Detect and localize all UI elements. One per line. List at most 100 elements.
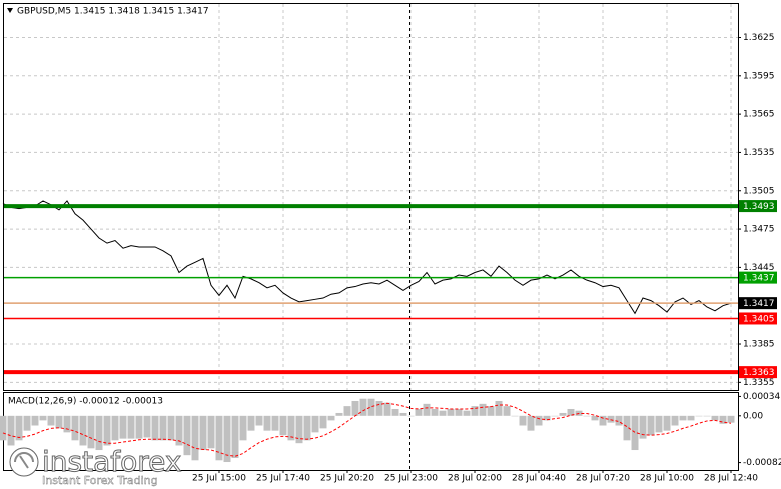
level-label: 1.3417 [743, 299, 775, 309]
y-tick-label: 1.3385 [743, 340, 775, 350]
macd-bar [447, 408, 455, 416]
macd-bar [31, 415, 39, 426]
macd-bar [719, 415, 727, 424]
macd-bar [527, 415, 535, 431]
macd-bar [327, 415, 335, 421]
macd-bar [223, 415, 231, 463]
macd-bar [207, 415, 215, 449]
x-tick-label: 28 Jul 04:40 [512, 474, 566, 484]
x-tick-label: 25 Jul 15:00 [192, 474, 246, 484]
macd-bar [255, 415, 263, 426]
macd-bar [55, 415, 63, 429]
level-label: 1.3437 [743, 274, 775, 284]
macd-bar [463, 410, 471, 416]
watermark: instaforex Instant Forex Trading [9, 445, 182, 487]
level-label: 1.3493 [743, 202, 775, 212]
macd-bar [679, 415, 687, 421]
macd-bar [183, 415, 191, 456]
macd-bar [247, 415, 255, 431]
macd-bar [39, 415, 47, 421]
macd-bar [407, 415, 415, 417]
y-tick-label: 1.3475 [743, 225, 775, 235]
macd-bar [431, 408, 439, 416]
macd-bar [591, 415, 599, 421]
level-label-bg [739, 366, 777, 379]
macd-bar [143, 415, 151, 438]
macd-bar [383, 402, 391, 416]
macd-bar [695, 415, 703, 417]
symbol-arrow [7, 8, 13, 13]
y-tick-label: 1.3445 [743, 263, 775, 273]
level-label: 1.3405 [743, 314, 775, 324]
macd-bar [335, 412, 343, 416]
macd-bar [423, 403, 431, 416]
y-tick-label: 1.3505 [743, 186, 775, 196]
macd-bar [631, 415, 639, 451]
macd-bar [135, 415, 143, 439]
macd-bar [567, 408, 575, 416]
macd-bar [559, 412, 567, 416]
macd-bar [399, 412, 407, 416]
macd-bar [359, 398, 367, 416]
macd-bar [511, 415, 519, 417]
macd-bar [159, 415, 167, 441]
macd-bar [175, 415, 183, 446]
macd-bar [655, 415, 663, 433]
macd-bar [687, 415, 695, 421]
macd-bar [415, 408, 423, 416]
y-tick-label: 1.3625 [743, 33, 775, 43]
x-tick-label: 25 Jul 23:00 [384, 474, 438, 484]
macd-bar [455, 408, 463, 416]
macd-bar [167, 415, 175, 441]
x-tick-label: 28 Jul 02:00 [448, 474, 502, 484]
signal-line [2, 402, 732, 457]
macd-bar [615, 415, 623, 426]
macd-bar [319, 415, 327, 429]
level-label-bg [739, 200, 777, 213]
macd-bar [343, 406, 351, 416]
macd-bar [303, 415, 311, 441]
macd-bar [295, 415, 303, 444]
macd-bar [647, 415, 655, 436]
macd-bar [543, 415, 551, 421]
macd-bar [535, 415, 543, 426]
chart-title: GBPUSD,M5 1.3415 1.3418 1.3415 1.3417 [17, 7, 209, 17]
macd-bar [711, 415, 719, 421]
macd-bar [479, 403, 487, 416]
y-tick-label: 1.3595 [743, 71, 775, 81]
macd-bar [671, 415, 679, 426]
y-tick-label: 1.3565 [743, 110, 775, 120]
macd-bar [391, 408, 399, 416]
macd-bar [191, 415, 199, 461]
macd-bar [663, 415, 671, 431]
x-tick-label: 28 Jul 07:20 [576, 474, 630, 484]
macd-bar [583, 415, 591, 417]
macd-bar [439, 410, 447, 416]
logo-tagline: Instant Forex Trading [42, 474, 158, 487]
macd-bar [63, 415, 71, 433]
macd-bar [519, 415, 527, 426]
macd-bar [311, 415, 319, 433]
macd-bar [87, 415, 95, 449]
macd-bar [487, 406, 495, 416]
macd-bar [151, 415, 159, 441]
macd-bar [95, 415, 103, 451]
macd-bar [551, 415, 559, 417]
y-tick-label: 0.00034 [743, 392, 780, 402]
macd-bar [7, 415, 15, 446]
macd-bar [375, 400, 383, 416]
y-tick-label: 0.00 [743, 411, 763, 421]
level-label-bg [739, 271, 777, 284]
logo-mark [14, 452, 34, 469]
macd-bar [0, 415, 7, 441]
macd-bar [471, 406, 479, 416]
level-label-bg [739, 312, 777, 325]
macd-bar [367, 398, 375, 416]
x-tick-label: 25 Jul 20:20 [320, 474, 374, 484]
macd-bar [15, 415, 23, 441]
y-tick-label: 1.3535 [743, 148, 775, 158]
macd-bar [239, 415, 247, 441]
macd-bar [703, 415, 711, 417]
macd-bar [599, 415, 607, 426]
